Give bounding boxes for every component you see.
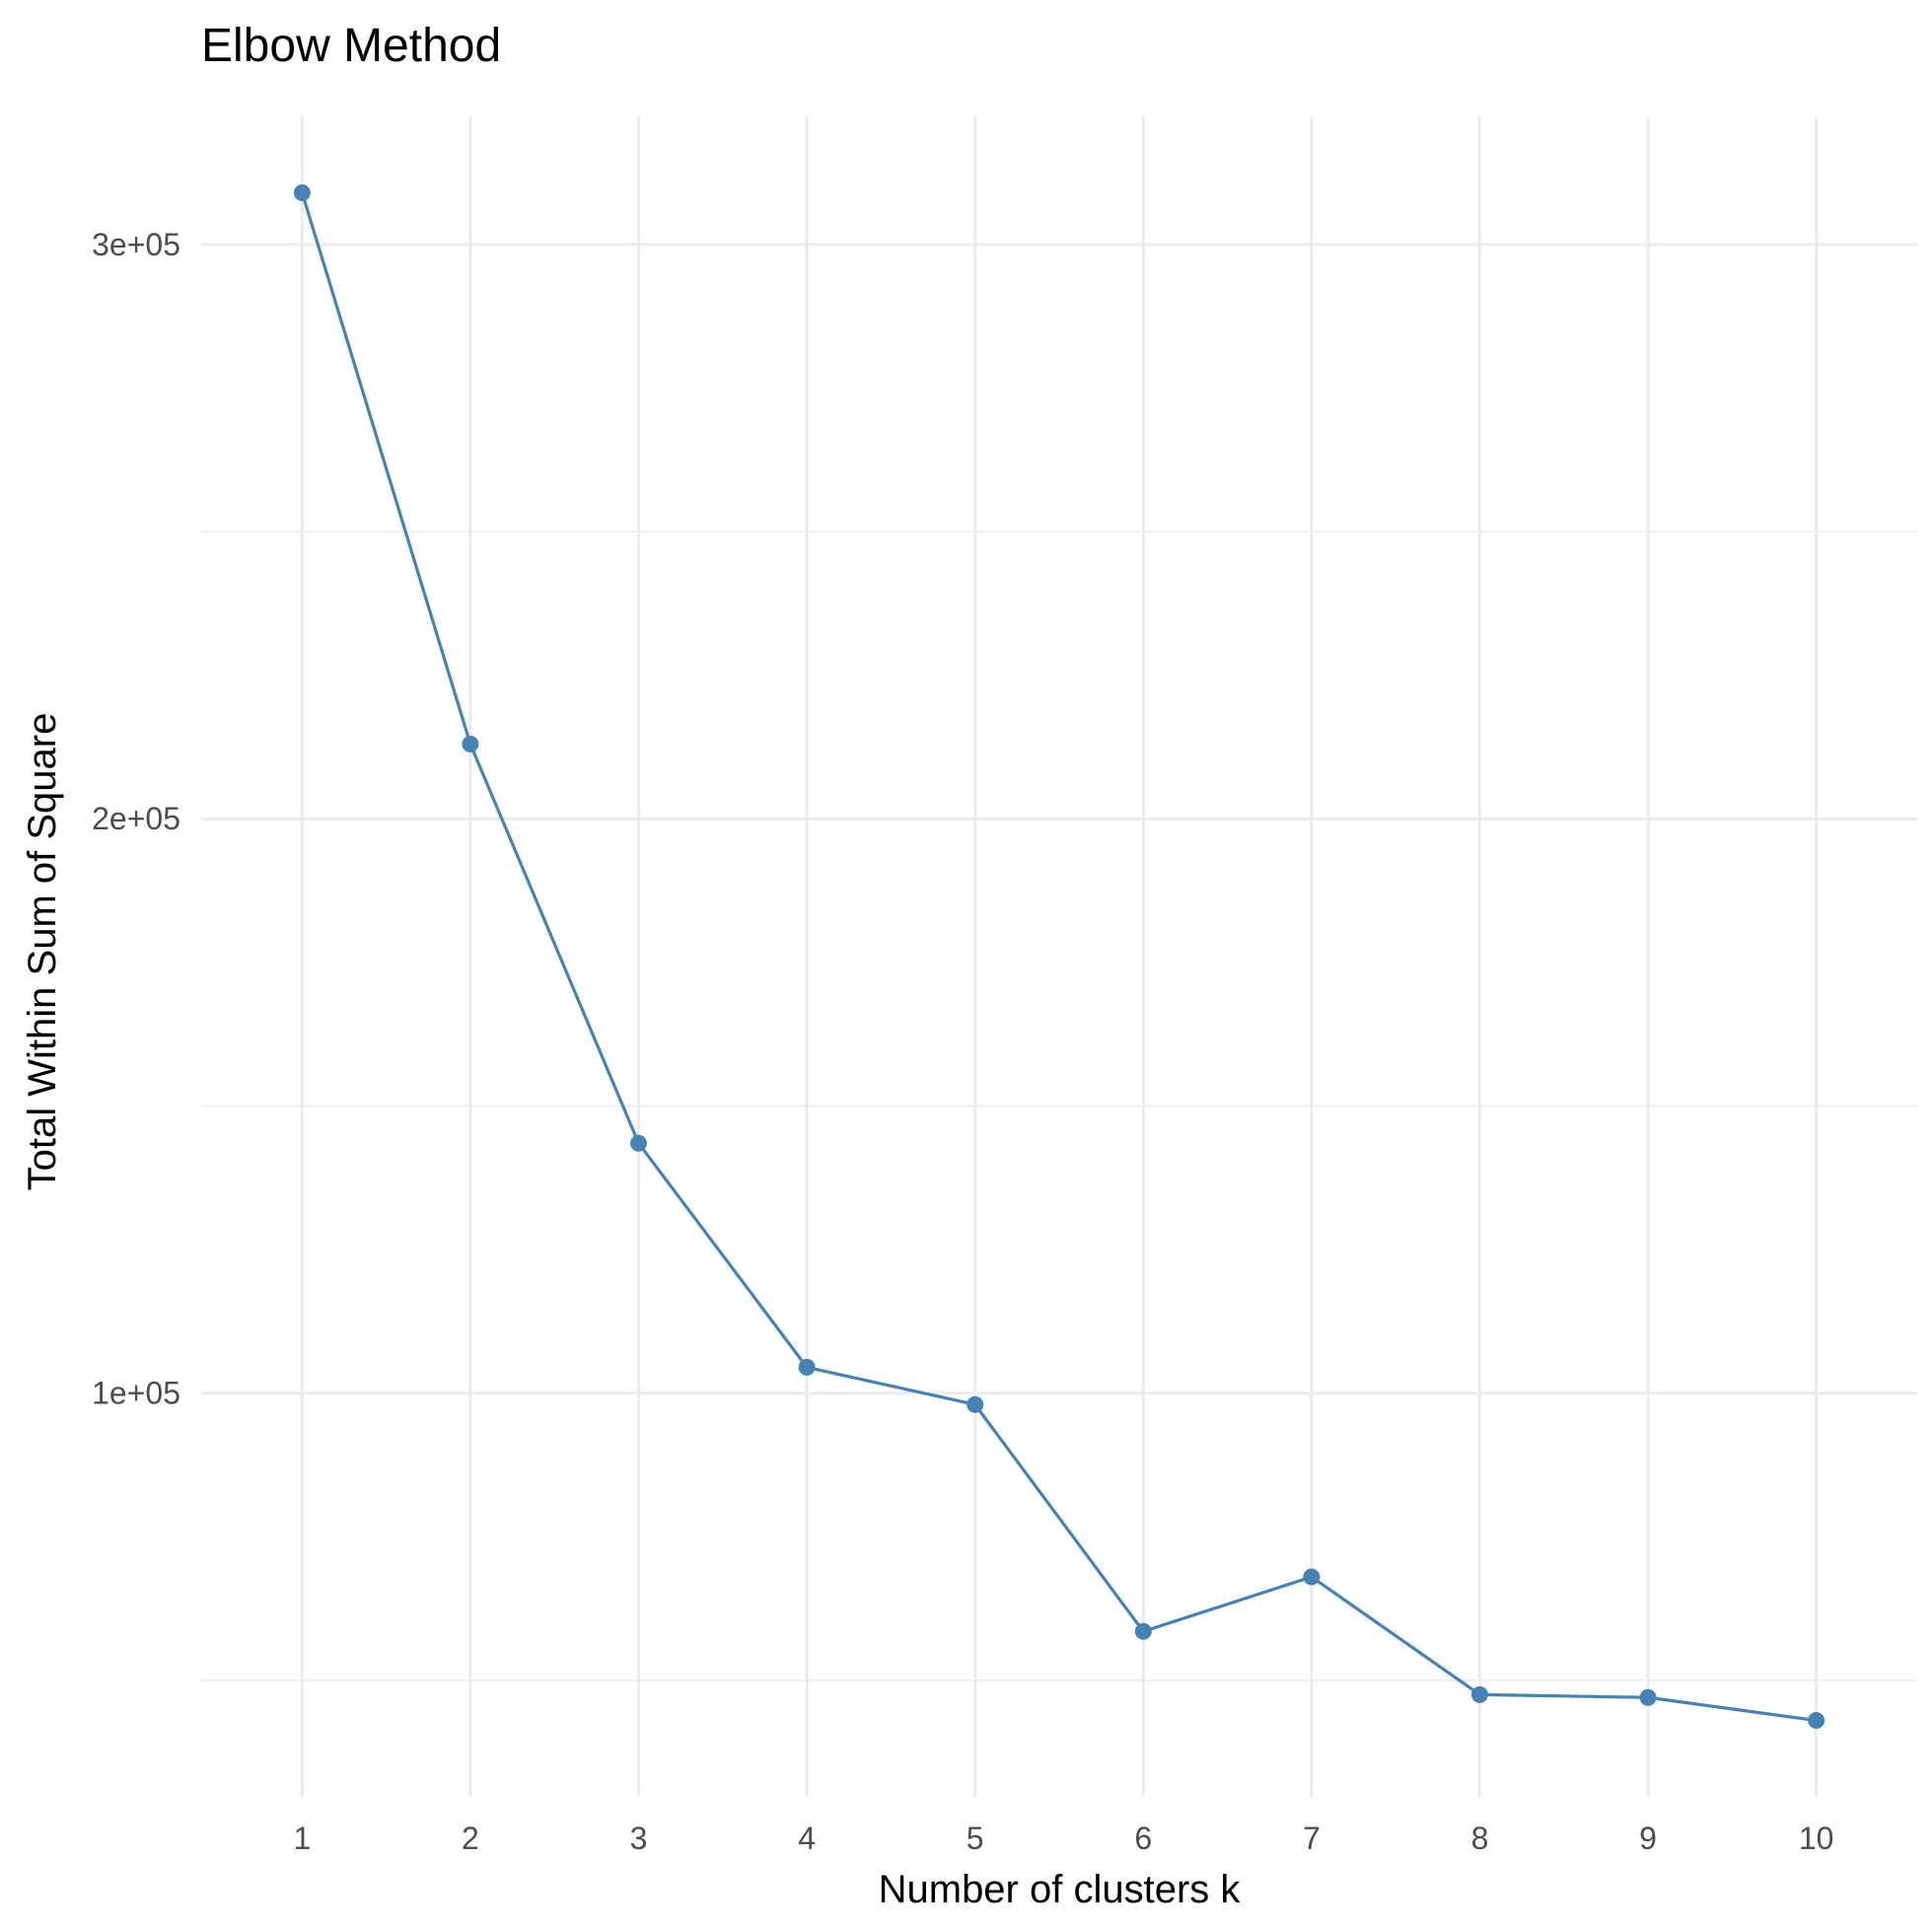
- data-point: [462, 736, 479, 753]
- x-tick-label: 5: [966, 1821, 984, 1856]
- data-point: [630, 1134, 648, 1152]
- x-tick-label: 4: [798, 1821, 816, 1856]
- data-point: [1303, 1568, 1321, 1586]
- chart-title: Elbow Method: [201, 20, 501, 72]
- y-tick-label: 3e+05: [92, 227, 180, 262]
- y-tick-label: 2e+05: [92, 801, 180, 836]
- data-point: [1134, 1622, 1152, 1640]
- x-tick-label: 7: [1303, 1821, 1321, 1856]
- x-axis-title: Number of clusters k: [879, 1868, 1242, 1911]
- data-point: [1808, 1712, 1825, 1730]
- y-tick-label: 1e+05: [92, 1376, 180, 1411]
- x-tick-label: 6: [1134, 1821, 1152, 1856]
- series-line: [300, 191, 1817, 1723]
- data-point: [798, 1358, 816, 1376]
- x-tick-label: 2: [462, 1821, 479, 1856]
- data-point: [293, 183, 311, 201]
- data-point: [1639, 1688, 1657, 1706]
- data-point: [1470, 1685, 1488, 1703]
- x-tick-label: 8: [1471, 1821, 1489, 1856]
- data-point: [966, 1395, 984, 1413]
- y-axis-title: Total Within Sum of Square: [21, 713, 64, 1191]
- data-series: [293, 183, 1825, 1730]
- grid-lines: [201, 116, 1917, 1797]
- x-tick-label: 9: [1639, 1821, 1657, 1856]
- x-tick-label: 3: [630, 1821, 648, 1856]
- x-tick-label: 1: [293, 1821, 311, 1856]
- x-tick-label: 10: [1799, 1821, 1834, 1856]
- y-axis-ticks: 1e+05 2e+05 3e+05: [92, 227, 180, 1411]
- x-axis-ticks: 1 2 3 4 5 6 7 8 9 10: [293, 1821, 1833, 1856]
